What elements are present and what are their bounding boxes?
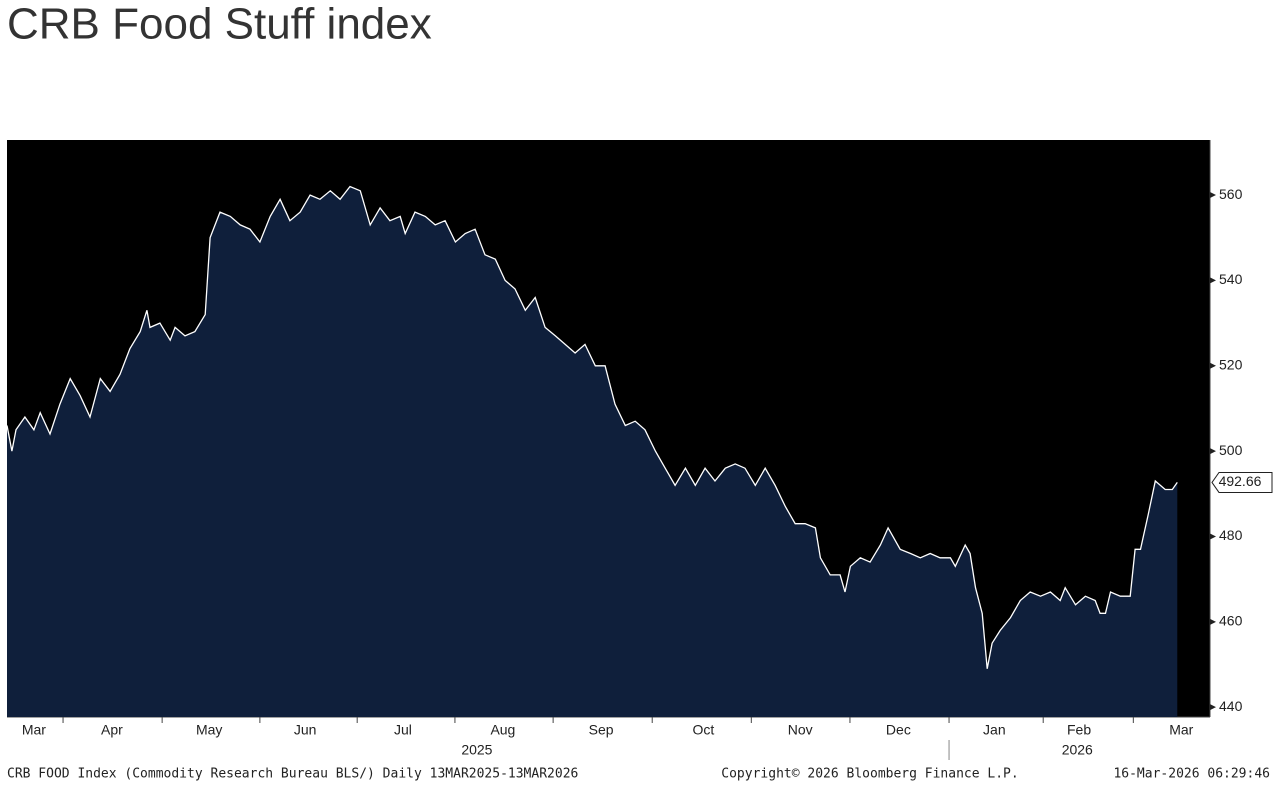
y-tick-label: 560 [1219, 186, 1243, 202]
x-tick-label: Mar [1169, 722, 1193, 738]
x-tick-label: Nov [788, 722, 813, 738]
y-tick [1210, 277, 1216, 284]
y-tick-label: 440 [1219, 698, 1243, 714]
y-tick [1210, 448, 1216, 455]
x-tick-label: Apr [101, 722, 123, 738]
x-tick-label: Oct [692, 722, 714, 738]
footer-copyright: Copyright© 2026 Bloomberg Finance L.P. [721, 767, 1018, 782]
x-tick-label: Aug [490, 722, 515, 738]
y-tick-label: 460 [1219, 613, 1243, 629]
x-tick-label: Jul [394, 722, 412, 738]
x-tick-label: May [196, 722, 222, 738]
y-tick [1210, 618, 1216, 625]
y-tick-label: 500 [1219, 442, 1243, 458]
x-tick-label: Dec [886, 722, 911, 738]
footer-timestamp: 16-Mar-2026 06:29:46 [1113, 767, 1270, 782]
x-tick-label: Sep [589, 722, 614, 738]
last-value-box [1211, 471, 1273, 493]
y-tick-label: 520 [1219, 356, 1243, 372]
chart-title: CRB Food Stuff index [7, 0, 432, 49]
year-label: 2026 [1062, 742, 1093, 758]
x-tick-label: Mar [22, 722, 46, 738]
year-label: 2025 [461, 742, 492, 758]
y-tick [1210, 362, 1216, 369]
y-tick [1210, 192, 1216, 199]
y-tick [1210, 533, 1216, 540]
y-tick-label: 540 [1219, 271, 1243, 287]
x-tick-label: Feb [1067, 722, 1091, 738]
x-tick-label: Jun [294, 722, 317, 738]
last-value-label: 492.66 [1219, 473, 1262, 489]
y-tick [1210, 704, 1216, 711]
footer-source: CRB FOOD Index (Commodity Research Burea… [7, 767, 578, 782]
y-tick-label: 480 [1219, 527, 1243, 543]
area-fill [7, 186, 1178, 717]
line [6, 185, 1178, 669]
x-tick-label: Jan [983, 722, 1006, 738]
